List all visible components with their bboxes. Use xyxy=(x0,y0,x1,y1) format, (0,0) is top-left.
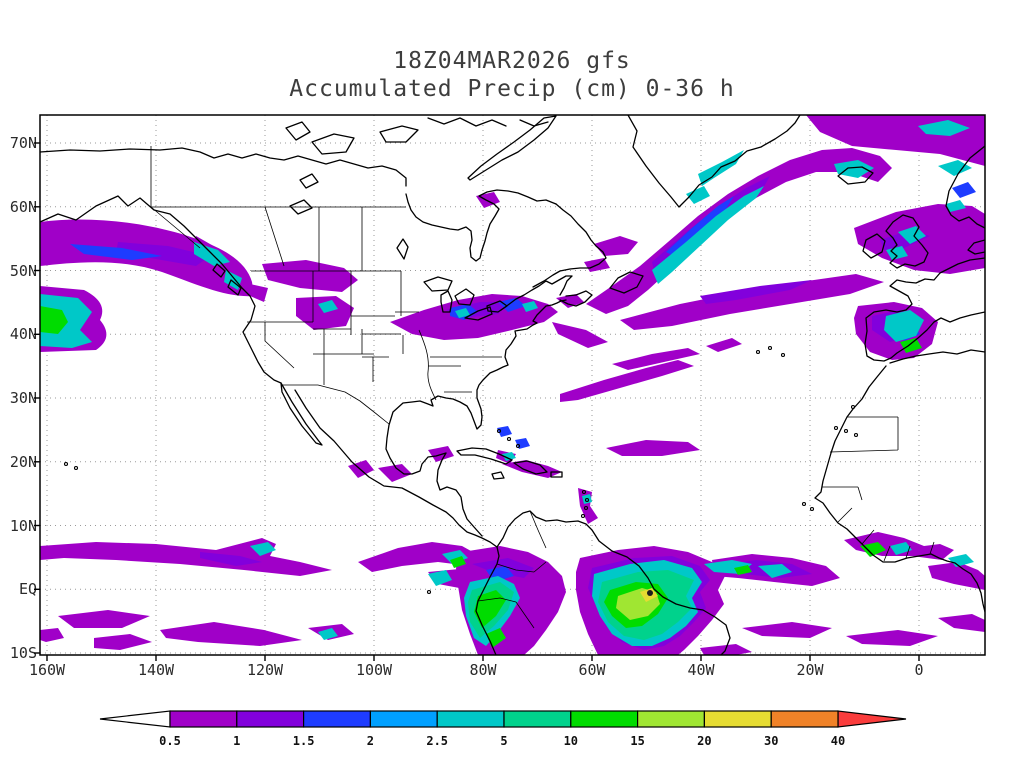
colorbar-label: 20 xyxy=(697,734,711,748)
colorbar-label: 0.5 xyxy=(159,734,181,748)
colorbar-label: 10 xyxy=(564,734,578,748)
colorbar-segment xyxy=(370,711,437,727)
colorbar-label: 2 xyxy=(367,734,374,748)
precip-local-max-spot xyxy=(647,590,653,596)
colorbar-segment xyxy=(504,711,571,727)
colorbar-segment xyxy=(638,711,705,727)
colorbar-segment xyxy=(237,711,304,727)
map-plot xyxy=(0,0,1024,768)
colorbar-segment xyxy=(704,711,771,727)
colorbar: 0.5 1 1.5 2 2.5 5 10 15 20 30 40 xyxy=(0,703,1024,763)
colorbar-label: 1.5 xyxy=(293,734,315,748)
colorbar-label: 5 xyxy=(500,734,507,748)
colorbar-arrow xyxy=(838,711,906,727)
colorbar-arrow xyxy=(100,711,170,727)
colorbar-label: 15 xyxy=(630,734,644,748)
colorbar-label: 30 xyxy=(764,734,778,748)
colorbar-label: 1 xyxy=(233,734,240,748)
colorbar-segment xyxy=(304,711,371,727)
colorbar-segment xyxy=(771,711,838,727)
colorbar-label: 40 xyxy=(831,734,845,748)
colorbar-segment xyxy=(170,711,237,727)
colorbar-segment xyxy=(437,711,504,727)
colorbar-label: 2.5 xyxy=(426,734,448,748)
colorbar-segment xyxy=(571,711,638,727)
precip-shading-group xyxy=(40,115,985,655)
weather-map-page: 18Z04MAR2026 gfs Accumulated Precip (cm)… xyxy=(0,0,1024,768)
